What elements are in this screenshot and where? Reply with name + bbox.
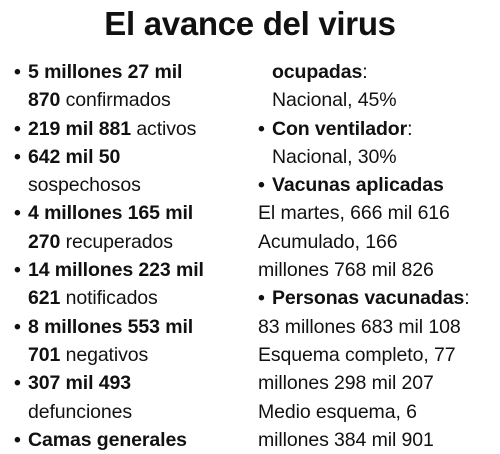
stat-confirmados: • 5 millones 27 mil 870 confirmados [14, 58, 250, 115]
stat-line: 83 millones 683 mil 108 [258, 315, 461, 338]
stat-value-cont: 870 [28, 89, 61, 112]
stat-activos: • 219 mil 881 activos [14, 115, 250, 143]
stat-value: 307 mil 493 [28, 372, 131, 395]
stat-value: 219 mil 881 [28, 117, 131, 140]
bullet-icon: • [14, 202, 21, 225]
stat-value: Nacional, 45% [272, 89, 397, 112]
stat-heading: Con ventilador [272, 117, 408, 140]
stat-sospechosos: • 642 mil 50 sospechosos [14, 143, 250, 200]
left-column: • 5 millones 27 mil 870 confirmados • 219 … [14, 58, 250, 454]
bullet-icon: • [14, 259, 21, 282]
stat-label: sospechosos [28, 174, 141, 197]
stat-value-cont: 621 [28, 287, 61, 310]
stat-heading: Camas generales [28, 428, 187, 451]
page-title: El avance del virus [104, 5, 396, 42]
bullet-icon: • [258, 117, 265, 140]
stat-label: activos [136, 117, 197, 140]
stat-recuperados: • 4 millones 165 mil 270 recuperados [14, 199, 250, 256]
stat-line: Acumulado, 166 [258, 230, 398, 253]
stat-line: Medio esquema, 6 [258, 400, 417, 423]
stat-notificados: • 14 millones 223 mil 621 notificados [14, 256, 250, 313]
bullet-icon: • [14, 61, 21, 83]
right-column: ocupadas: Nacional, 45% • Con ventilador:… [258, 58, 494, 454]
colon: : [464, 287, 470, 310]
stat-line: millones 298 mil 207 [258, 372, 434, 395]
stat-value: 14 millones 223 mil [28, 259, 204, 282]
stat-personas: • Personas vacunadas: 83 millones 683 mil… [258, 284, 494, 454]
stat-label: recuperados [65, 230, 173, 253]
colon: : [362, 61, 368, 83]
stat-line: El martes, 666 mil 616 [258, 202, 450, 225]
stat-value: 4 millones 165 mil [28, 202, 194, 225]
stat-heading-cont: ocupadas [272, 61, 363, 83]
stat-heading: Personas vacunadas [272, 287, 465, 310]
stat-label: notificados [65, 287, 158, 310]
stat-value-cont: 701 [28, 343, 61, 366]
stat-line: millones 384 mil 901 [258, 428, 434, 451]
stat-value: 8 millones 553 mil [28, 315, 194, 338]
stat-line: millones 768 mil 826 [258, 259, 434, 282]
stat-label: negativos [65, 343, 149, 366]
bullet-icon: • [14, 117, 21, 140]
stat-camas-start: • Camas generales [14, 426, 250, 454]
stat-heading: Vacunas aplicadas [272, 174, 444, 197]
bullet-icon: • [258, 174, 265, 197]
stat-value: Nacional, 30% [272, 145, 397, 168]
stat-label: defunciones [28, 400, 133, 423]
stat-camas-cont: ocupadas: Nacional, 45% [258, 58, 494, 115]
stat-ventilador: • Con ventilador: Nacional, 30% [258, 115, 494, 172]
bullet-icon: • [14, 428, 21, 451]
stat-negativos: • 8 millones 553 mil 701 negativos [14, 313, 250, 370]
stat-vacunas: • Vacunas aplicadas El martes, 666 mil 61… [258, 171, 494, 284]
bullet-icon: • [14, 372, 21, 395]
colon: : [407, 117, 413, 140]
stat-value: 5 millones 27 mil [28, 61, 183, 83]
bullet-icon: • [14, 315, 21, 338]
bullet-icon: • [258, 287, 265, 310]
stat-defunciones: • 307 mil 493 defunciones [14, 369, 250, 426]
stat-label: confirmados [65, 89, 171, 112]
stat-value-cont: 270 [28, 230, 61, 253]
stat-line: Esquema completo, 77 [258, 343, 456, 366]
bullet-icon: • [14, 145, 21, 168]
stat-value: 642 mil 50 [28, 145, 121, 168]
